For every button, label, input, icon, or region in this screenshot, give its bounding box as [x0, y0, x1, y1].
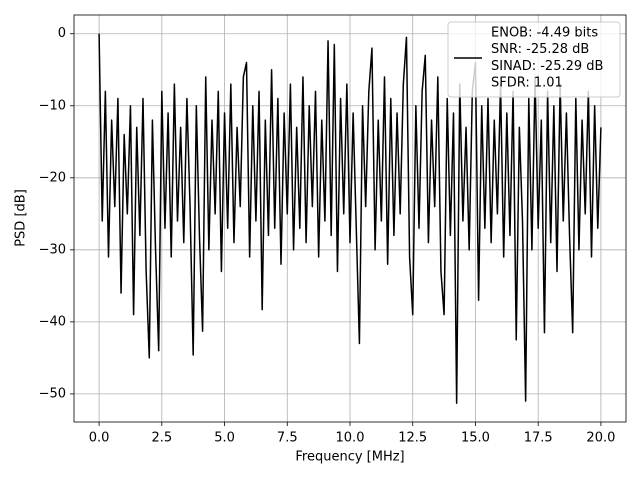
y-tick-label: −30	[39, 242, 66, 257]
legend-label: SNR: -25.28 dB	[491, 42, 589, 57]
legend-label: SFDR: 1.01	[491, 76, 563, 91]
series-line	[98, 33, 602, 405]
y-tick-label: −20	[39, 170, 66, 185]
x-tick-label: 0.0	[89, 431, 110, 446]
x-tick-label: 10.0	[336, 431, 365, 446]
x-tick-label: 2.5	[151, 431, 172, 446]
plot-area	[98, 33, 602, 405]
legend-label: ENOB: -4.49 bits	[491, 26, 598, 41]
x-tick-label: 12.5	[398, 431, 427, 446]
x-axis-label: Frequency [MHz]	[295, 450, 404, 465]
legend-label: SINAD: -25.29 dB	[491, 59, 603, 74]
x-tick-label: 7.5	[277, 431, 298, 446]
y-axis-label: PSD [dB]	[14, 189, 29, 247]
y-tick-label: 0	[58, 26, 66, 41]
legend-box	[447, 21, 621, 98]
ticks: 0.0 2.5 5.0 7.5 10.0 12.5 15.0 17.5 20.0 0 −10 −20 −…	[39, 26, 616, 445]
y-tick-label: −40	[39, 314, 66, 329]
x-tick-label: 15.0	[461, 431, 490, 446]
x-tick-label: 17.5	[524, 431, 553, 446]
y-tick-label: −50	[39, 386, 66, 401]
x-tick-label: 5.0	[214, 431, 235, 446]
x-tick-label: 20.0	[586, 431, 615, 446]
y-tick-label: −10	[39, 98, 66, 113]
